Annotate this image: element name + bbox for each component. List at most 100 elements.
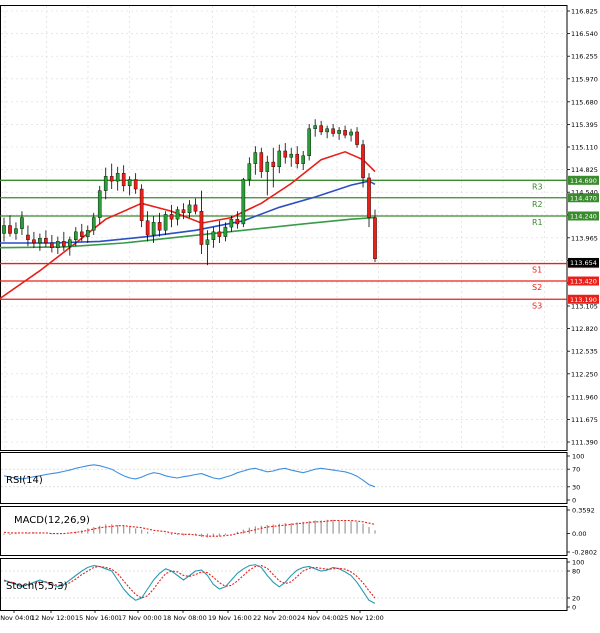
price-tick-label: 111.675 bbox=[571, 416, 598, 424]
candle-body bbox=[295, 153, 300, 164]
candle-body bbox=[163, 214, 168, 231]
x-axis-label: 17 Nov 00:00 bbox=[118, 614, 162, 622]
price-tick-label: 115.110 bbox=[571, 144, 598, 152]
level-tag-r2 bbox=[568, 193, 599, 203]
candle-body bbox=[139, 188, 144, 221]
x-axis-label: 22 Nov 20:00 bbox=[253, 614, 297, 622]
candle-body bbox=[127, 179, 132, 187]
macd-axis-tick-label: -0.2802 bbox=[572, 549, 597, 557]
price-tick-label: 116.255 bbox=[571, 53, 598, 61]
candle-body bbox=[91, 217, 96, 231]
candle-body bbox=[121, 172, 126, 187]
candle-body bbox=[259, 152, 264, 172]
price-tick-label: 115.680 bbox=[571, 98, 598, 106]
stoch-axis-tick-label: 0 bbox=[572, 604, 576, 612]
candle-body bbox=[235, 218, 240, 225]
level-tag-s3 bbox=[568, 294, 599, 304]
rsi-axis-tick-label: 0 bbox=[572, 497, 576, 505]
price-tick-label: 114.825 bbox=[571, 166, 598, 174]
stoch-panel-frame bbox=[0, 558, 568, 611]
rsi-axis-tick-label: 30 bbox=[572, 483, 580, 491]
level-tag-text-r3: 114.690 bbox=[570, 177, 597, 185]
price-tick-label: 115.970 bbox=[571, 75, 598, 83]
candle-body bbox=[247, 163, 252, 180]
stoch-axis-tick-label: 80 bbox=[572, 568, 580, 576]
macd-axis-tick-label: 0.00 bbox=[572, 530, 586, 538]
macd-panel-frame bbox=[0, 506, 568, 556]
price-tick-label: 112.820 bbox=[571, 325, 598, 333]
candle-body bbox=[265, 161, 270, 172]
main-panel-frame bbox=[0, 5, 568, 451]
rsi-label: RSI(14) bbox=[6, 475, 43, 486]
candle-body bbox=[2, 225, 6, 234]
candle-body bbox=[44, 237, 48, 244]
x-axis-label: 18 Nov 08:00 bbox=[163, 614, 207, 622]
price-tick-label: 112.535 bbox=[571, 348, 598, 356]
candle-body bbox=[217, 231, 222, 237]
candle-body bbox=[38, 237, 42, 244]
candle-body bbox=[331, 128, 335, 134]
candle-body bbox=[187, 204, 192, 214]
candle-body bbox=[109, 176, 114, 182]
candle-body bbox=[151, 222, 156, 236]
candle-body bbox=[205, 239, 210, 245]
candle-body bbox=[145, 220, 150, 236]
stoch-axis-tick-label: 20 bbox=[572, 595, 580, 603]
candle-body bbox=[283, 150, 288, 158]
candle-body bbox=[313, 125, 317, 129]
candle-body bbox=[337, 130, 341, 134]
candle-body bbox=[193, 204, 198, 212]
level-label-s3: S3 bbox=[532, 301, 542, 310]
stoch-d-line bbox=[3, 565, 376, 599]
level-tag-text-r1: 114.240 bbox=[570, 212, 597, 220]
current-price-text: 113.654 bbox=[570, 259, 597, 267]
price-tick-label: 112.250 bbox=[571, 370, 598, 378]
level-label-r2: R2 bbox=[532, 200, 543, 209]
candle-body bbox=[157, 222, 162, 231]
x-axis-label: 15 Nov 16:00 bbox=[75, 614, 119, 622]
candle-body bbox=[271, 161, 276, 168]
candle-body bbox=[211, 231, 216, 240]
price-tick-label: 113.105 bbox=[571, 302, 598, 310]
level-tag-text-s3: 113.190 bbox=[570, 296, 597, 304]
candle-body bbox=[26, 234, 30, 240]
level-tag-r3 bbox=[568, 175, 599, 185]
stoch-axis-tick-label: 100 bbox=[572, 559, 584, 567]
price-tick-label: 114.540 bbox=[571, 189, 598, 197]
macd-signal-line bbox=[3, 519, 376, 537]
candle-body bbox=[229, 218, 234, 228]
candle-body bbox=[62, 241, 66, 247]
x-axis-label: 24 Nov 04:00 bbox=[297, 614, 341, 622]
candle-body bbox=[20, 217, 24, 229]
price-tick-label: 115.395 bbox=[571, 121, 598, 129]
macd-axis-tick-label: 0.3592 bbox=[572, 507, 595, 515]
candle-body bbox=[355, 131, 359, 145]
x-axis-label: 12 Nov 12:00 bbox=[31, 614, 75, 622]
x-axis-label: 1 Nov 04:00 bbox=[0, 614, 34, 622]
candle-body bbox=[277, 150, 282, 168]
candle-body bbox=[103, 176, 108, 191]
level-tag-s2 bbox=[568, 276, 599, 286]
candle-body bbox=[253, 152, 258, 164]
candle-body bbox=[343, 130, 347, 136]
candle-body bbox=[79, 231, 84, 237]
rsi-axis-tick-label: 100 bbox=[572, 453, 584, 461]
candle-body bbox=[241, 179, 246, 225]
candle-body bbox=[74, 231, 78, 240]
moving-average-line-1 bbox=[0, 150, 376, 300]
candle-body bbox=[319, 125, 323, 133]
candle-body bbox=[367, 177, 371, 218]
candle-body bbox=[349, 131, 353, 136]
price-tick-label: 116.540 bbox=[571, 30, 598, 38]
candle-body bbox=[14, 228, 18, 234]
level-label-r3: R3 bbox=[532, 182, 543, 191]
candle-body bbox=[181, 209, 186, 214]
candle-body bbox=[85, 230, 90, 237]
candle-body bbox=[32, 239, 36, 244]
candle-body bbox=[115, 172, 120, 182]
candle-body bbox=[68, 239, 72, 247]
candle-body bbox=[307, 128, 311, 156]
candle-body bbox=[373, 217, 377, 260]
macd-label: MACD(12,26,9) bbox=[14, 515, 90, 526]
